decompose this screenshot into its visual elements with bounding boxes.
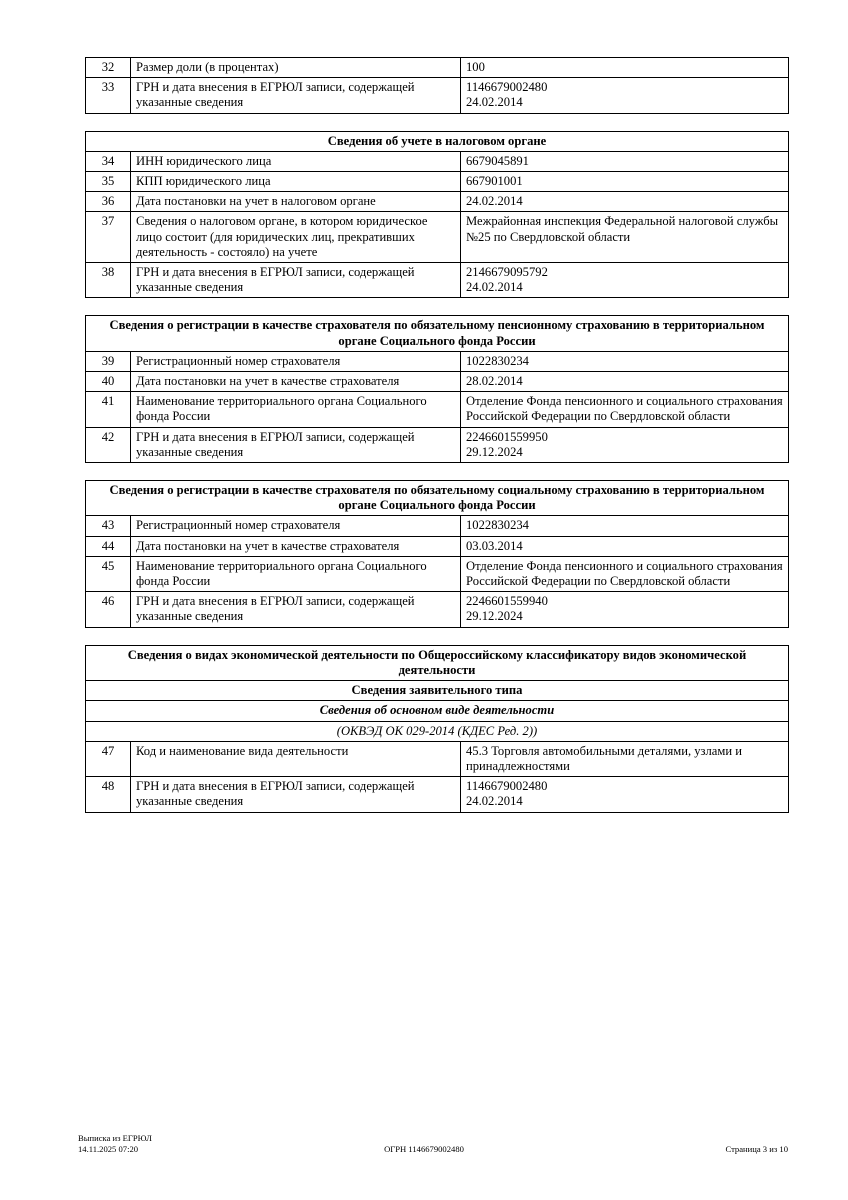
table-row: 35 КПП юридического лица 667901001	[85, 171, 789, 193]
row-field-value: 2146679095792 24.02.2014	[460, 262, 789, 299]
row-field-value: 2246601559940 29.12.2024	[460, 591, 789, 628]
row-field-value: 1146679002480 24.02.2014	[460, 77, 789, 114]
table-row: 47 Код и наименование вида деятельности 45…	[85, 740, 789, 778]
table-row: 34 ИНН юридического лица 6679045891	[85, 150, 789, 173]
row-field-value: 1022830234	[460, 350, 789, 373]
row-field-name: Дата постановки на учет в качестве страх…	[130, 535, 461, 557]
row-field-value: 03.03.2014	[460, 535, 789, 557]
table-section-header-row: (ОКВЭД ОК 029-2014 (КДЕС Ред. 2))	[85, 720, 789, 742]
row-number: 48	[85, 776, 131, 813]
table-section-header-row: Сведения заявительного типа	[85, 680, 789, 702]
table-spacer-cell	[85, 297, 789, 317]
table-spacer-cell	[85, 462, 789, 482]
row-field-name: ГРН и дата внесения в ЕГРЮЛ записи, соде…	[130, 776, 461, 813]
row-field-name: ГРН и дата внесения в ЕГРЮЛ записи, соде…	[130, 426, 461, 464]
row-field-value: 1022830234	[460, 515, 789, 537]
table-spacer-row	[85, 462, 789, 482]
table-spacer-row	[85, 297, 789, 317]
row-field-value: Отделение Фонда пенсионного и социальног…	[460, 555, 789, 593]
row-field-value: 667901001	[460, 171, 789, 193]
row-field-name: Наименование территориального органа Соц…	[130, 391, 461, 428]
section-header-title: Сведения об учете в налоговом органе	[85, 130, 789, 152]
section-header-title: Сведения заявительного типа	[85, 680, 789, 702]
table-row: 38 ГРН и дата внесения в ЕГРЮЛ записи, со…	[85, 262, 789, 299]
row-field-name: КПП юридического лица	[130, 171, 461, 193]
row-field-value: 2246601559950 29.12.2024	[460, 426, 789, 464]
row-number: 33	[85, 77, 131, 114]
table-row: 44 Дата постановки на учет в качестве стр…	[85, 535, 789, 557]
row-field-value: 45.3 Торговля автомобильными деталями, у…	[460, 740, 789, 778]
section-header-title: Сведения об основном виде деятельности	[85, 700, 789, 722]
row-number: 38	[85, 262, 131, 299]
table-section-header-row: Сведения об основном виде деятельности	[85, 700, 789, 722]
row-number: 46	[85, 591, 131, 628]
row-field-value: Отделение Фонда пенсионного и социальног…	[460, 391, 789, 428]
row-number: 32	[85, 56, 131, 79]
table-body: 32 Размер доли (в процентах) 100 33 ГРН и да…	[85, 56, 789, 813]
row-number: 36	[85, 191, 131, 213]
row-field-name: Сведения о налоговом органе, в котором ю…	[130, 211, 461, 264]
row-field-name: Дата постановки на учет в качестве страх…	[130, 371, 461, 393]
row-field-name: Регистрационный номер страхователя	[130, 350, 461, 373]
row-number: 47	[85, 740, 131, 778]
table-row: 46 ГРН и дата внесения в ЕГРЮЛ записи, со…	[85, 591, 789, 628]
row-field-name: ГРН и дата внесения в ЕГРЮЛ записи, соде…	[130, 262, 461, 299]
table-spacer-cell	[85, 626, 789, 646]
row-field-name: Регистрационный номер страхователя	[130, 515, 461, 537]
footer-document-label: Выписка из ЕГРЮЛ 14.11.2025 07:20	[78, 1133, 152, 1155]
section-header-title: Сведения о регистрации в качестве страхо…	[85, 315, 789, 352]
table-row: 32 Размер доли (в процентах) 100	[85, 56, 789, 79]
row-field-name: Дата постановки на учет в налоговом орга…	[130, 191, 461, 213]
table-spacer-row	[85, 626, 789, 646]
row-field-value: 24.02.2014	[460, 191, 789, 213]
row-number: 39	[85, 350, 131, 373]
table-row: 39 Регистрационный номер страхователя 1022…	[85, 350, 789, 373]
table-row: 33 ГРН и дата внесения в ЕГРЮЛ записи, со…	[85, 77, 789, 114]
row-field-value: 28.02.2014	[460, 371, 789, 393]
row-field-name: Размер доли (в процентах)	[130, 56, 461, 79]
table-row: 48 ГРН и дата внесения в ЕГРЮЛ записи, со…	[85, 776, 789, 813]
row-field-name: ГРН и дата внесения в ЕГРЮЛ записи, соде…	[130, 591, 461, 628]
section-header-title: Сведения о видах экономической деятельно…	[85, 644, 789, 682]
row-number: 43	[85, 515, 131, 537]
row-number: 45	[85, 555, 131, 593]
row-number: 37	[85, 211, 131, 264]
footer-ogrn: ОГРН 1146679002480	[384, 1144, 464, 1154]
row-number: 44	[85, 535, 131, 557]
table-section-header-row: Сведения о регистрации в качестве страхо…	[85, 480, 789, 517]
table-row: 45 Наименование территориального органа С…	[85, 555, 789, 593]
table-spacer-row	[85, 112, 789, 132]
table-row: 41 Наименование территориального органа С…	[85, 391, 789, 428]
row-number: 35	[85, 171, 131, 193]
table-section-header-row: Сведения о видах экономической деятельно…	[85, 644, 789, 682]
section-header-title: Сведения о регистрации в качестве страхо…	[85, 480, 789, 517]
table-row: 36 Дата постановки на учет в налоговом ор…	[85, 191, 789, 213]
egrul-data-table: 32 Размер доли (в процентах) 100 33 ГРН и да…	[85, 56, 789, 813]
table-row: 40 Дата постановки на учет в качестве стр…	[85, 371, 789, 393]
row-field-value: 6679045891	[460, 150, 789, 173]
table-row: 43 Регистрационный номер страхователя 1022…	[85, 515, 789, 537]
table-spacer-cell	[85, 112, 789, 132]
row-field-name: Код и наименование вида деятельности	[130, 740, 461, 778]
table-section-header-row: Сведения о регистрации в качестве страхо…	[85, 315, 789, 352]
row-field-name: ИНН юридического лица	[130, 150, 461, 173]
row-field-value: 100	[460, 56, 789, 79]
row-number: 42	[85, 426, 131, 464]
page-footer: Выписка из ЕГРЮЛ 14.11.2025 07:20 ОГРН 11…	[0, 1133, 848, 1173]
row-field-name: Наименование территориального органа Соц…	[130, 555, 461, 593]
table-section-header-row: Сведения об учете в налоговом органе	[85, 130, 789, 152]
table-row: 42 ГРН и дата внесения в ЕГРЮЛ записи, со…	[85, 426, 789, 464]
row-field-name: ГРН и дата внесения в ЕГРЮЛ записи, соде…	[130, 77, 461, 114]
row-field-value: Межрайонная инспекция Федеральной налого…	[460, 211, 789, 264]
footer-page-number: Страница 3 из 10	[725, 1144, 788, 1154]
row-field-value: 1146679002480 24.02.2014	[460, 776, 789, 813]
row-number: 40	[85, 371, 131, 393]
section-header-title: (ОКВЭД ОК 029-2014 (КДЕС Ред. 2))	[85, 720, 789, 742]
row-number: 34	[85, 150, 131, 173]
row-number: 41	[85, 391, 131, 428]
table-row: 37 Сведения о налоговом органе, в котором…	[85, 211, 789, 264]
